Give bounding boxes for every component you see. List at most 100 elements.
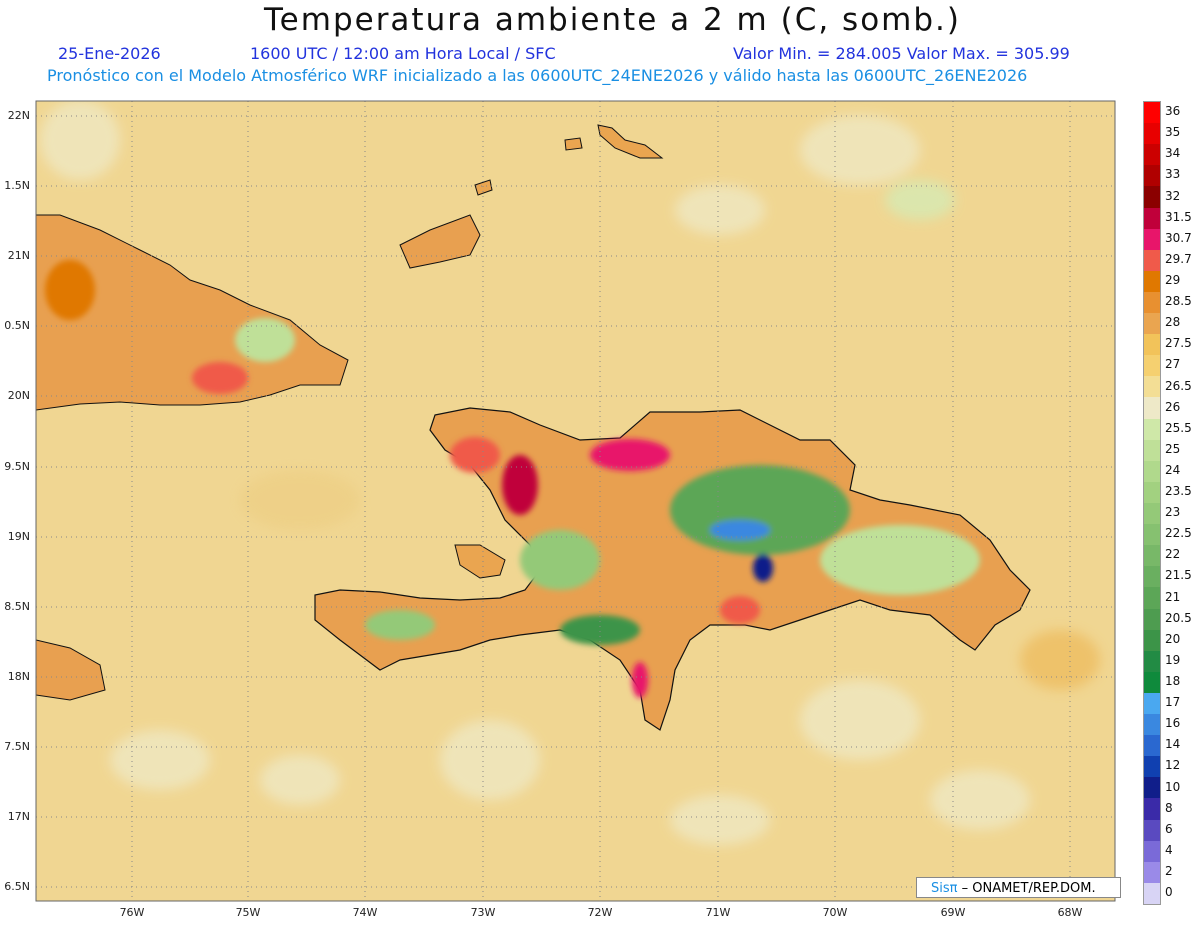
credit-box: Sisπ – ONAMET/REP.DOM. xyxy=(916,877,1121,898)
lat-tick: 8.5N xyxy=(4,600,30,613)
legend-label: 12 xyxy=(1165,758,1181,773)
legend-swatch xyxy=(1144,566,1160,588)
cuba-warm-zone xyxy=(192,362,248,394)
lon-tick: 74W xyxy=(352,906,378,919)
legend-label: 17 xyxy=(1165,695,1181,710)
legend-label: 28 xyxy=(1165,315,1181,330)
legend-label: 34 xyxy=(1165,146,1181,161)
legend-swatch xyxy=(1144,228,1160,251)
legend-label: 8 xyxy=(1165,800,1173,815)
legend-label: 20 xyxy=(1165,631,1181,646)
legend-label: 22 xyxy=(1165,547,1181,562)
legend-label: 25.5 xyxy=(1165,420,1192,435)
map-frame xyxy=(35,100,1116,902)
cuba-warm-zone xyxy=(45,260,95,320)
legend-swatch xyxy=(1144,439,1160,462)
legend-label: 24 xyxy=(1165,462,1181,477)
legend-label: 14 xyxy=(1165,737,1181,752)
sea-patch xyxy=(1020,630,1100,690)
cuba-cool-zone xyxy=(235,318,295,362)
legend-swatch xyxy=(1144,777,1160,799)
model-description: Pronóstico con el Modelo Atmosférico WRF… xyxy=(47,66,1028,85)
legend-swatch xyxy=(1144,840,1160,863)
legend-label: 23.5 xyxy=(1165,484,1192,499)
min-max-values: Valor Min. = 284.005 Valor Max. = 305.99 xyxy=(733,44,1070,63)
legend-label: 28.5 xyxy=(1165,294,1192,309)
legend-label: 33 xyxy=(1165,167,1181,182)
warm-zone xyxy=(450,437,500,473)
legend-swatch xyxy=(1144,545,1160,567)
legend-label: 19 xyxy=(1165,652,1181,667)
legend-swatch xyxy=(1144,503,1160,525)
sea-patch xyxy=(800,115,920,185)
legend-swatch xyxy=(1144,355,1160,377)
sea-patch xyxy=(260,755,340,805)
lon-tick: 73W xyxy=(470,906,496,919)
legend-label: 10 xyxy=(1165,779,1181,794)
sea-patch xyxy=(675,185,765,235)
legend-label: 20.5 xyxy=(1165,610,1192,625)
lat-tick: 1.5N xyxy=(4,179,30,192)
cold-zone xyxy=(710,520,770,540)
small-island xyxy=(564,137,583,151)
lat-tick: 9.5N xyxy=(4,460,30,473)
legend-swatch xyxy=(1144,291,1160,314)
cold-zone xyxy=(753,554,773,582)
legend-label: 29.7 xyxy=(1165,251,1192,266)
legend-label: 18 xyxy=(1165,674,1181,688)
legend-swatch xyxy=(1144,692,1160,715)
legend-label: 26 xyxy=(1165,399,1181,414)
sea-patch xyxy=(930,770,1030,830)
cool-zone xyxy=(560,615,640,645)
legend-label: 36 xyxy=(1165,104,1181,119)
legend-label: 30.7 xyxy=(1165,230,1192,245)
legend-swatch xyxy=(1144,249,1160,272)
cool-zone xyxy=(820,525,980,595)
hot-zone xyxy=(502,455,538,515)
legend-label: 31.5 xyxy=(1165,209,1192,224)
lon-tick: 68W xyxy=(1057,906,1083,919)
legend-swatch xyxy=(1144,756,1160,778)
legend-swatch xyxy=(1144,186,1160,208)
legend-label: 27 xyxy=(1165,357,1181,372)
color-legend xyxy=(1143,101,1161,905)
legend-swatch xyxy=(1144,481,1160,504)
legend-label: 35 xyxy=(1165,125,1181,140)
sea-patch xyxy=(440,720,540,800)
lat-tick: 21N xyxy=(7,249,30,262)
legend-label: 23 xyxy=(1165,505,1181,520)
legend-swatch xyxy=(1144,376,1160,398)
legend-swatch xyxy=(1144,123,1160,145)
sea-patch xyxy=(800,680,920,760)
cool-zone xyxy=(365,610,435,640)
credit-prefix: Sis xyxy=(931,881,950,896)
lon-tick: 76W xyxy=(119,906,145,919)
legend-swatch xyxy=(1144,102,1160,124)
legend-swatch xyxy=(1144,334,1160,356)
legend-swatch xyxy=(1144,144,1160,166)
sea-patch xyxy=(670,795,770,845)
legend-label: 22.5 xyxy=(1165,526,1192,541)
legend-swatch xyxy=(1144,165,1160,187)
legend-swatch xyxy=(1144,629,1160,652)
credit-suffix: – ONAMET/REP.DOM. xyxy=(957,881,1096,896)
legend-swatch xyxy=(1144,207,1160,230)
forecast-time: 1600 UTC / 12:00 am Hora Local / SFC xyxy=(250,44,556,63)
sea-patch xyxy=(110,730,210,790)
lat-tick: 0.5N xyxy=(4,319,30,332)
legend-swatch xyxy=(1144,608,1160,631)
lat-tick: 6.5N xyxy=(4,880,30,893)
legend-swatch xyxy=(1144,650,1160,673)
legend-label: 6 xyxy=(1165,821,1173,836)
warm-zone xyxy=(720,596,760,624)
legend-label: 32 xyxy=(1165,188,1181,203)
legend-swatch xyxy=(1144,671,1160,694)
small-island xyxy=(597,124,664,159)
legend-label: 27.5 xyxy=(1165,336,1192,351)
inagua-land xyxy=(399,214,481,269)
lon-tick: 71W xyxy=(705,906,731,919)
credit-pi: π xyxy=(949,881,958,896)
warm-zone xyxy=(632,662,648,698)
legend-swatch xyxy=(1144,587,1160,609)
